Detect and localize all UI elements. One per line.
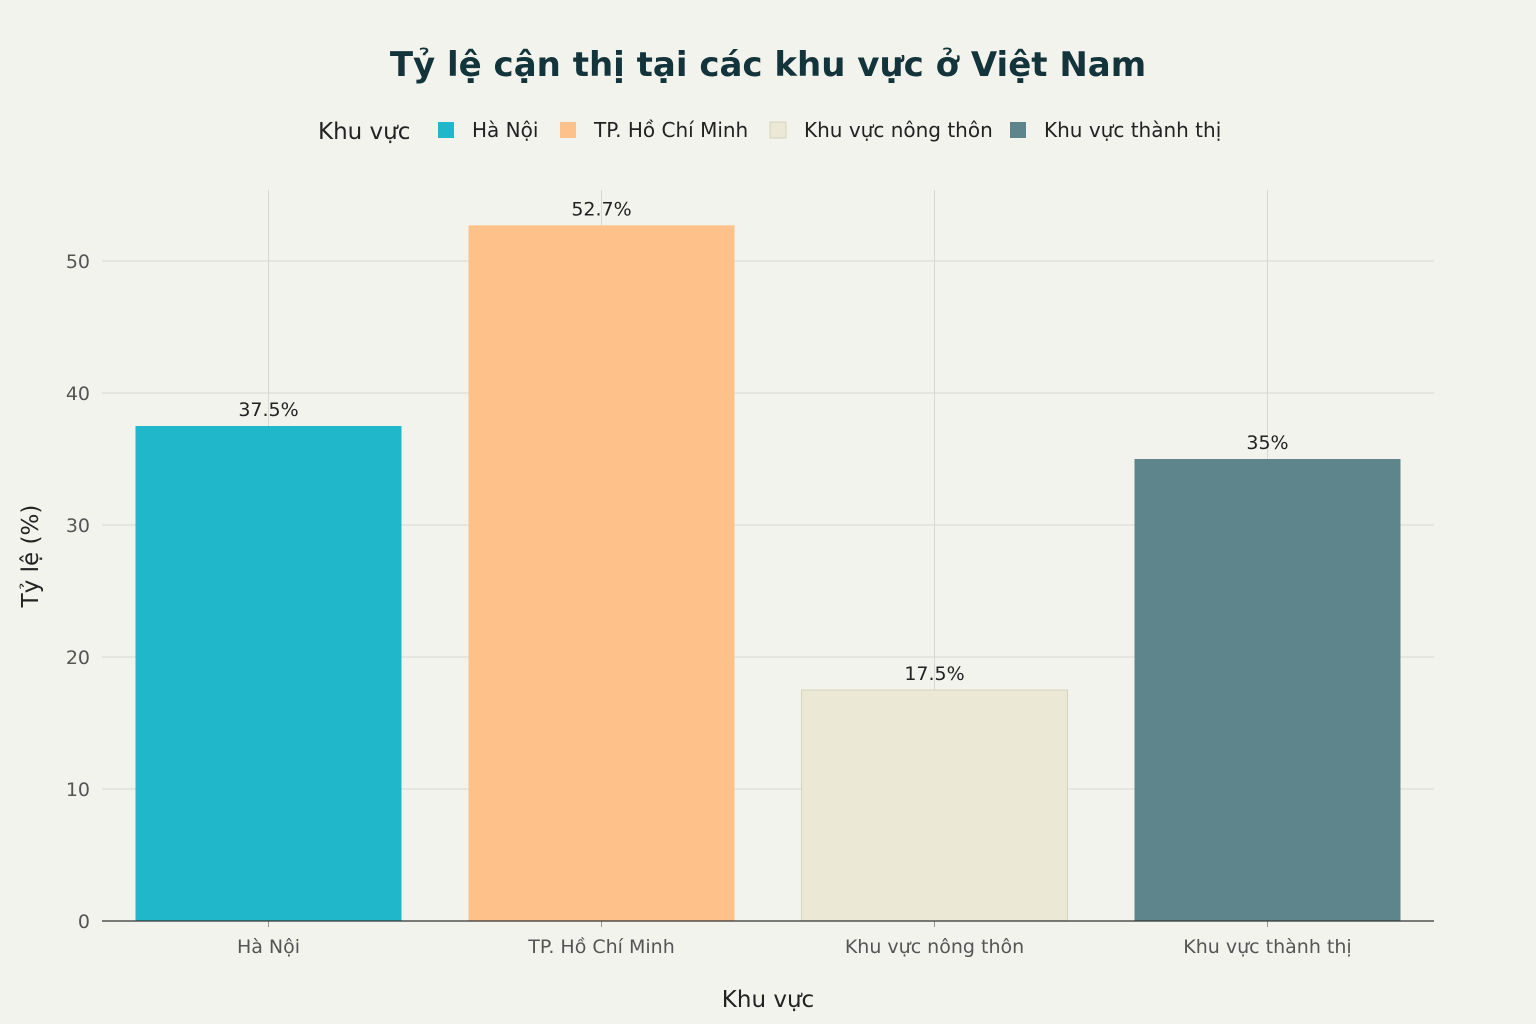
bars [135,225,1401,922]
legend-item-ha-noi[interactable]: Hà Nội [438,118,538,142]
legend-item-khu-vuc-nong-thon[interactable]: Khu vực nông thôn [769,118,993,142]
y-tick-label: 40 [66,383,90,405]
y-axis-title: Tỷ lệ (%) [18,505,44,609]
data-label-khu-vuc-thanh-thi: 35% [1246,432,1288,454]
y-tick-label: 10 [66,779,90,801]
bar-khu-vuc-nong-thon [801,689,1068,922]
data-label-khu-vuc-nong-thon: 17.5% [904,663,964,685]
y-tick-label: 20 [66,647,90,669]
axes: 0 10 20 30 40 50 Hà Nội TP. Hồ Chí Minh Khu vực … [66,251,1434,958]
legend-item-tp-ho-chi-minh[interactable]: TP. Hồ Chí Minh [560,118,748,142]
legend-label: Khu vực thành thị [1044,118,1221,142]
x-tick-label-khu-vuc-nong-thon: Khu vực nông thôn [845,936,1024,958]
x-tick-label-khu-vuc-thanh-thi: Khu vực thành thị [1183,936,1351,958]
bar-tp-ho-chi-minh [468,225,735,922]
x-axis-title: Khu vực [722,987,814,1013]
legend-swatch [1010,122,1026,138]
data-labels: 37.5% 52.7% 17.5% 35% [238,198,1288,685]
data-label-tp-ho-chi-minh: 52.7% [571,198,631,220]
legend-items: Hà Nội TP. Hồ Chí Minh Khu vực nông thôn Kh… [438,118,1221,142]
legend-label: Khu vực nông thôn [804,118,993,142]
legend-swatch [438,122,454,138]
x-tick-label-tp-ho-chi-minh: TP. Hồ Chí Minh [527,936,675,958]
y-tick-label: 0 [78,911,90,933]
data-label-ha-noi: 37.5% [238,399,298,421]
x-tick-label-ha-noi: Hà Nội [237,936,300,958]
legend-label: Hà Nội [472,118,538,142]
y-tick-label: 50 [66,251,90,273]
bar-ha-noi [135,426,402,921]
legend-item-khu-vuc-thanh-thi[interactable]: Khu vực thành thị [1010,118,1221,142]
legend-title: Khu vực [318,119,410,145]
legend-swatch [769,121,787,139]
bar-khu-vuc-thanh-thi [1134,459,1401,921]
legend-swatch [560,122,576,138]
y-tick-label: 30 [66,515,90,537]
legend-label: TP. Hồ Chí Minh [593,118,748,142]
chart-title: Tỷ lệ cận thị tại các khu vực ở Việt Nam [390,45,1146,85]
legend: Khu vực Hà Nội TP. Hồ Chí Minh Khu vực nôn… [318,118,1221,145]
